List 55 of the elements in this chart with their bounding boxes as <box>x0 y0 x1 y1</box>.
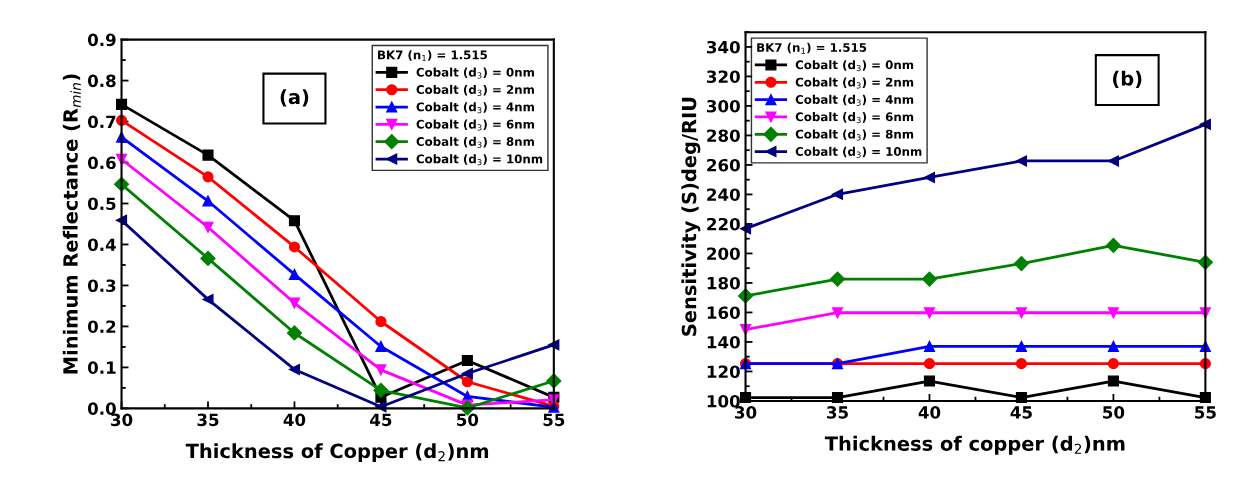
legend-label: Cobalt (d$_{3}$) = 2nm <box>416 84 534 96</box>
y-tick-label: 0.1 <box>87 361 116 374</box>
x-tick-label: 35 <box>197 413 219 427</box>
legend-label: Cobalt (d$_{3}$) = 8nm <box>416 136 534 148</box>
legend-label: Cobalt (d$_{3}$) = 2nm <box>795 77 914 89</box>
legend-label: Cobalt (d$_{3}$) = 4nm <box>795 94 914 106</box>
x-tick-label: 45 <box>370 413 392 427</box>
y-tick-label: 300 <box>707 99 740 113</box>
legend-label: Cobalt (d$_{3}$) = 8nm <box>795 129 914 141</box>
y-tick-label: 100 <box>707 394 740 408</box>
y-tick-label: 200 <box>707 247 740 261</box>
y-tick-label: 0.4 <box>87 238 116 252</box>
y-tick-label: 340 <box>707 40 740 54</box>
y-tick-label: 0.6 <box>87 156 116 170</box>
legend-label: Cobalt (d$_{3}$) = 0nm <box>416 67 534 79</box>
y-tick-label: 320 <box>707 70 740 83</box>
y-tick-label: 240 <box>707 188 740 202</box>
x-tick-label: 50 <box>1103 406 1125 419</box>
y-axis-title: Sensitivity (S)deg/RIU <box>681 97 701 336</box>
x-tick-label: 35 <box>827 406 848 419</box>
x-tick-label: 30 <box>735 406 757 419</box>
x-tick-label: 40 <box>918 406 941 419</box>
x-tick-label: 55 <box>1195 406 1216 419</box>
legend-title: BK7 (n$_{1}$) = 1.515 <box>757 42 867 54</box>
y-tick-label: 160 <box>707 306 740 320</box>
x-tick-label: 55 <box>543 413 565 427</box>
x-tick-label: 45 <box>1010 406 1032 419</box>
annotation: (b) <box>1113 70 1142 89</box>
y-tick-label: 180 <box>707 276 740 290</box>
legend-label: Cobalt (d$_{3}$) = 4nm <box>416 102 534 114</box>
annotation: (a) <box>280 89 309 107</box>
y-tick-label: 220 <box>707 217 740 231</box>
x-tick-label: 30 <box>111 413 133 427</box>
y-tick-label: 0.2 <box>87 320 116 333</box>
y-tick-label: 120 <box>707 365 740 379</box>
y-tick-label: 260 <box>707 158 740 172</box>
y-tick-label: 0.7 <box>87 115 116 129</box>
y-tick-label: 280 <box>707 129 740 142</box>
legend-title: BK7 (n$_{1}$) = 1.515 <box>378 50 487 62</box>
legend-label: Cobalt (d$_{3}$) = 10nm <box>416 154 543 166</box>
y-tick-label: 0.3 <box>87 279 116 293</box>
x-tick-label: 50 <box>457 413 479 427</box>
legend-label: Cobalt (d$_{3}$) = 6nm <box>416 119 534 131</box>
x-axis-title: Thickness of Copper (d$_{2}$)nm <box>185 443 489 463</box>
y-tick-label: 0.0 <box>87 402 116 415</box>
y-tick-label: 0.5 <box>87 197 116 211</box>
y-axis-title: Minimum Reflectance (R$_{min}$) <box>62 74 81 374</box>
legend-label: Cobalt (d$_{3}$) = 0nm <box>795 60 914 72</box>
y-tick-label: 140 <box>707 335 740 349</box>
x-tick-label: 40 <box>283 413 306 427</box>
y-tick-label: 0.9 <box>87 33 116 47</box>
legend-label: Cobalt (d$_{3}$) = 10nm <box>795 146 922 158</box>
y-tick-label: 0.8 <box>87 74 116 88</box>
x-axis-title: Thickness of copper (d$_{2}$)nm <box>824 435 1125 455</box>
legend-label: Cobalt (d$_{3}$) = 6nm <box>795 112 914 124</box>
